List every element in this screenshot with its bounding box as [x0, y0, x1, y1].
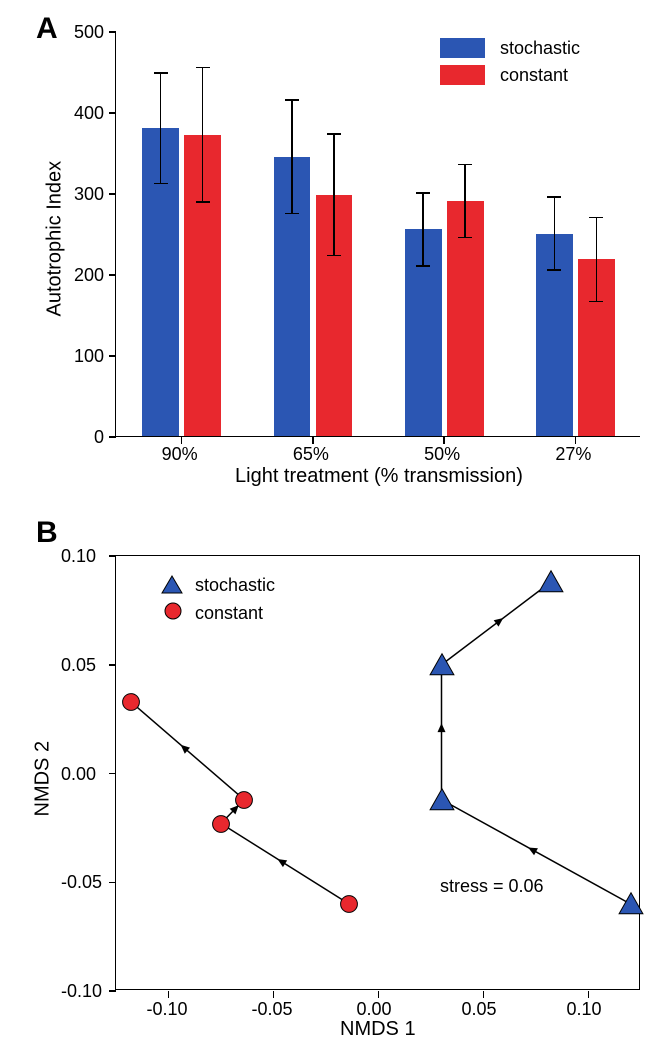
- ytick: [109, 31, 116, 33]
- error-bar: [554, 197, 556, 270]
- legend-label-constant: constant: [500, 65, 568, 86]
- ytick-label: 100: [74, 346, 103, 367]
- panel-a-ylabel: Autotrophic Index: [44, 157, 67, 317]
- error-cap: [547, 269, 561, 271]
- panel-b-label: B: [36, 516, 58, 550]
- error-cap: [154, 72, 168, 74]
- error-bar: [333, 134, 335, 256]
- xtick-label: 90%: [162, 444, 198, 465]
- scatter-point: [209, 812, 233, 836]
- legend-marker-stochastic: [160, 573, 184, 597]
- ytick-label: 400: [74, 103, 103, 124]
- error-cap: [285, 99, 299, 101]
- ytick: [109, 112, 116, 114]
- error-cap: [327, 133, 341, 135]
- xtick: [181, 437, 183, 444]
- ytick-label: 300: [74, 184, 103, 205]
- error-bar: [160, 73, 162, 183]
- ytick-label: 0: [94, 427, 103, 448]
- error-cap: [327, 255, 341, 257]
- ytick-label: -0.05: [61, 872, 102, 893]
- legend-label-stochastic-b: stochastic: [195, 575, 275, 596]
- stress-annotation: stress = 0.06: [440, 876, 544, 897]
- error-cap: [547, 196, 561, 198]
- xtick: [378, 991, 380, 998]
- scatter-point: [232, 788, 256, 812]
- scatter-point: [337, 892, 361, 916]
- panel-b-legend: stochastic constant: [160, 573, 360, 633]
- ytick-label: 0.10: [61, 546, 96, 567]
- xtick: [443, 437, 445, 444]
- error-cap: [458, 237, 472, 239]
- panel-b-xlabel: NMDS 1: [340, 1018, 416, 1041]
- xtick: [588, 991, 590, 998]
- ytick-label: 0.05: [61, 655, 96, 676]
- error-cap: [458, 164, 472, 166]
- error-cap: [196, 67, 210, 69]
- scatter-point: [119, 690, 143, 714]
- arrowhead: [494, 615, 506, 627]
- scatter-point: [617, 890, 645, 918]
- xtick-label: 0.10: [567, 999, 602, 1020]
- error-cap: [416, 192, 430, 194]
- ytick-label: 0.00: [61, 764, 96, 785]
- ytick: [109, 664, 116, 666]
- ytick: [109, 990, 116, 992]
- scatter-point: [428, 786, 456, 814]
- xtick: [483, 991, 485, 998]
- error-cap: [416, 265, 430, 267]
- ytick-label: 200: [74, 265, 103, 286]
- ytick-label: -0.10: [61, 981, 102, 1002]
- panel-b-ylabel: NMDS 2: [32, 737, 55, 817]
- error-cap: [196, 201, 210, 203]
- arrowhead: [438, 723, 446, 732]
- ytick: [109, 355, 116, 357]
- legend-marker-constant: [163, 601, 183, 621]
- xtick-label: 0.00: [357, 999, 392, 1020]
- xtick-label: 0.05: [462, 999, 497, 1020]
- ytick: [109, 555, 116, 557]
- legend-label-stochastic: stochastic: [500, 38, 580, 59]
- legend-swatch-stochastic: [440, 38, 485, 58]
- arrowhead: [275, 856, 287, 868]
- ytick: [109, 436, 116, 438]
- error-cap: [154, 183, 168, 185]
- error-bar: [202, 67, 204, 201]
- error-cap: [589, 301, 603, 303]
- error-bar: [422, 193, 424, 266]
- xtick-label: 27%: [555, 444, 591, 465]
- error-cap: [285, 213, 299, 215]
- xtick: [312, 437, 314, 444]
- error-cap: [589, 217, 603, 219]
- panel-a-legend: stochastic constant: [440, 38, 640, 98]
- scatter-point: [537, 568, 565, 596]
- xtick: [575, 437, 577, 444]
- ytick: [109, 773, 116, 775]
- ytick: [109, 882, 116, 884]
- legend-swatch-constant: [440, 65, 485, 85]
- xtick-label: 65%: [293, 444, 329, 465]
- xtick-label: -0.10: [147, 999, 188, 1020]
- xtick: [273, 991, 275, 998]
- arrowhead: [526, 844, 538, 855]
- error-bar: [596, 217, 598, 301]
- scatter-point: [428, 651, 456, 679]
- error-bar: [291, 100, 293, 213]
- ytick-label: 500: [74, 22, 103, 43]
- panel-a-xlabel: Light treatment (% transmission): [235, 465, 523, 488]
- xtick-label: -0.05: [252, 999, 293, 1020]
- xtick-label: 50%: [424, 444, 460, 465]
- ytick: [109, 274, 116, 276]
- panel-a-label: A: [36, 12, 58, 46]
- legend-label-constant-b: constant: [195, 603, 263, 624]
- ytick: [109, 193, 116, 195]
- xtick: [168, 991, 170, 998]
- error-bar: [464, 165, 466, 238]
